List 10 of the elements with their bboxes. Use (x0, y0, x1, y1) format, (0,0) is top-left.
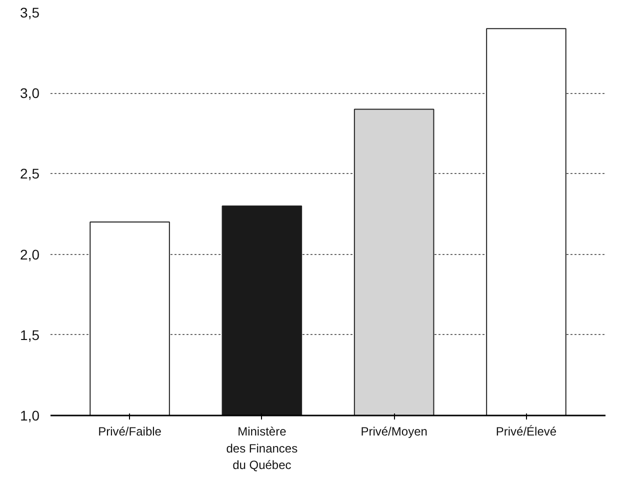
y-tick-label: 2,5 (20, 166, 40, 182)
y-tick-label: 3,5 (20, 4, 40, 20)
x-tick-label: Privé/Faible (98, 424, 162, 438)
x-tick-label: Ministère des Finances du Québec (226, 424, 298, 472)
x-tick-label: Privé/Élevé (496, 424, 557, 438)
y-tick-label: 1,5 (20, 326, 40, 343)
y-tick-label: 2,0 (20, 246, 40, 262)
x-tick-label: Privé/Moyen (360, 424, 428, 438)
y-tick-label: 3,0 (20, 85, 40, 102)
y-tick-label: 1,0 (20, 408, 40, 424)
